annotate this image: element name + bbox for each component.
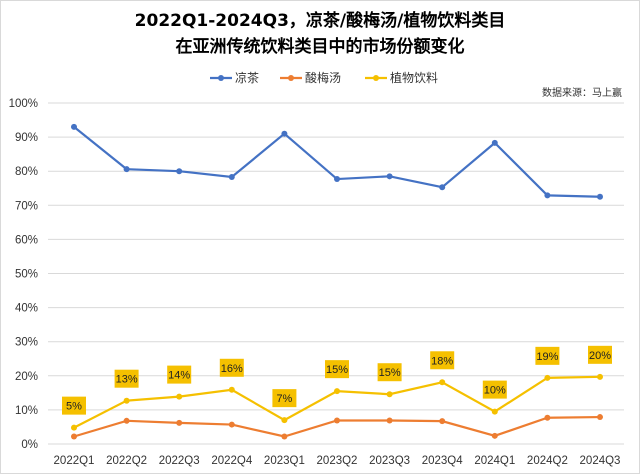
x-tick-label: 2023Q2 [317, 455, 358, 467]
data-label-box [535, 346, 560, 365]
data-point [386, 417, 393, 424]
legend-label: 酸梅汤 [305, 70, 341, 85]
data-point [228, 386, 235, 393]
data-label-box [219, 358, 244, 377]
data-label-box [482, 380, 507, 399]
data-label: 7% [276, 393, 292, 405]
data-point [281, 417, 288, 424]
data-point [176, 393, 183, 400]
data-label-box [272, 389, 297, 408]
source-note: 数据来源：马上赢 [542, 86, 622, 99]
data-point [491, 432, 498, 439]
data-label-box [325, 360, 349, 379]
data-point [334, 388, 340, 395]
y-tick-label: 40% [15, 303, 38, 315]
data-point [228, 421, 235, 428]
legend-label: 植物饮料 [390, 70, 438, 85]
data-point [123, 397, 130, 404]
data-point [439, 418, 446, 425]
legend-marker [218, 75, 224, 81]
y-tick-label: 0% [21, 439, 38, 451]
data-point [597, 193, 603, 200]
data-label: 20% [589, 350, 611, 362]
data-point [597, 373, 603, 380]
data-label: 15% [326, 364, 348, 376]
data-point [439, 379, 446, 386]
data-point [544, 414, 551, 421]
data-point [439, 184, 446, 191]
x-tick-label: 2024Q3 [580, 455, 621, 467]
y-tick-label: 60% [15, 234, 38, 246]
y-tick-label: 100% [9, 98, 38, 110]
data-label-box [167, 365, 192, 384]
data-label: 13% [116, 374, 138, 386]
data-point [491, 139, 498, 146]
y-tick-label: 90% [15, 132, 38, 144]
y-tick-label: 50% [15, 269, 38, 281]
y-tick-label: 30% [15, 337, 38, 349]
data-point [71, 433, 77, 440]
y-tick-label: 80% [15, 166, 38, 178]
data-label-box [62, 396, 86, 415]
data-point [176, 168, 183, 175]
x-tick-label: 2023Q1 [264, 455, 305, 467]
data-label: 18% [431, 355, 453, 367]
data-point [334, 176, 340, 183]
data-label: 15% [379, 367, 401, 379]
data-point [123, 166, 130, 173]
data-point [281, 130, 288, 137]
data-label: 14% [168, 370, 190, 382]
x-tick-label: 2024Q2 [527, 455, 568, 467]
data-point [491, 408, 498, 415]
x-tick-label: 2022Q4 [211, 455, 253, 467]
data-point [228, 173, 235, 180]
data-label-box [114, 369, 139, 388]
x-tick-label: 2022Q2 [106, 455, 147, 467]
chart-title-line-2: 在亚洲传统饮料类目中的市场份额变化 [176, 36, 465, 57]
legend-marker [373, 75, 379, 81]
legend-label: 凉茶 [235, 70, 259, 85]
data-point [71, 123, 77, 130]
data-label: 16% [221, 363, 243, 375]
x-tick-label: 2022Q3 [159, 455, 200, 467]
data-label: 19% [536, 351, 558, 363]
legend-marker [288, 75, 294, 81]
x-tick-label: 2023Q3 [369, 455, 410, 467]
data-point [281, 433, 288, 440]
data-label-box [430, 351, 455, 370]
data-point [597, 414, 603, 421]
data-point [386, 391, 393, 398]
data-label-box [588, 345, 612, 364]
x-tick-label: 2023Q4 [422, 455, 464, 467]
data-point [386, 173, 393, 180]
data-point [123, 417, 130, 424]
data-point [334, 417, 340, 424]
chart-title-line-1: 2022Q1-2024Q3，凉茶/酸梅汤/植物饮料类目 [135, 10, 506, 31]
data-label-box [377, 363, 402, 382]
data-point [544, 192, 551, 199]
y-tick-label: 20% [15, 371, 38, 383]
y-tick-label: 70% [15, 200, 38, 212]
data-label: 5% [66, 401, 82, 413]
data-label: 10% [484, 385, 506, 397]
y-tick-label: 10% [15, 405, 38, 417]
x-tick-label: 2024Q1 [474, 455, 515, 467]
data-point [544, 374, 551, 381]
x-tick-label: 2022Q1 [54, 455, 95, 467]
data-point [71, 424, 77, 431]
data-point [176, 419, 183, 426]
